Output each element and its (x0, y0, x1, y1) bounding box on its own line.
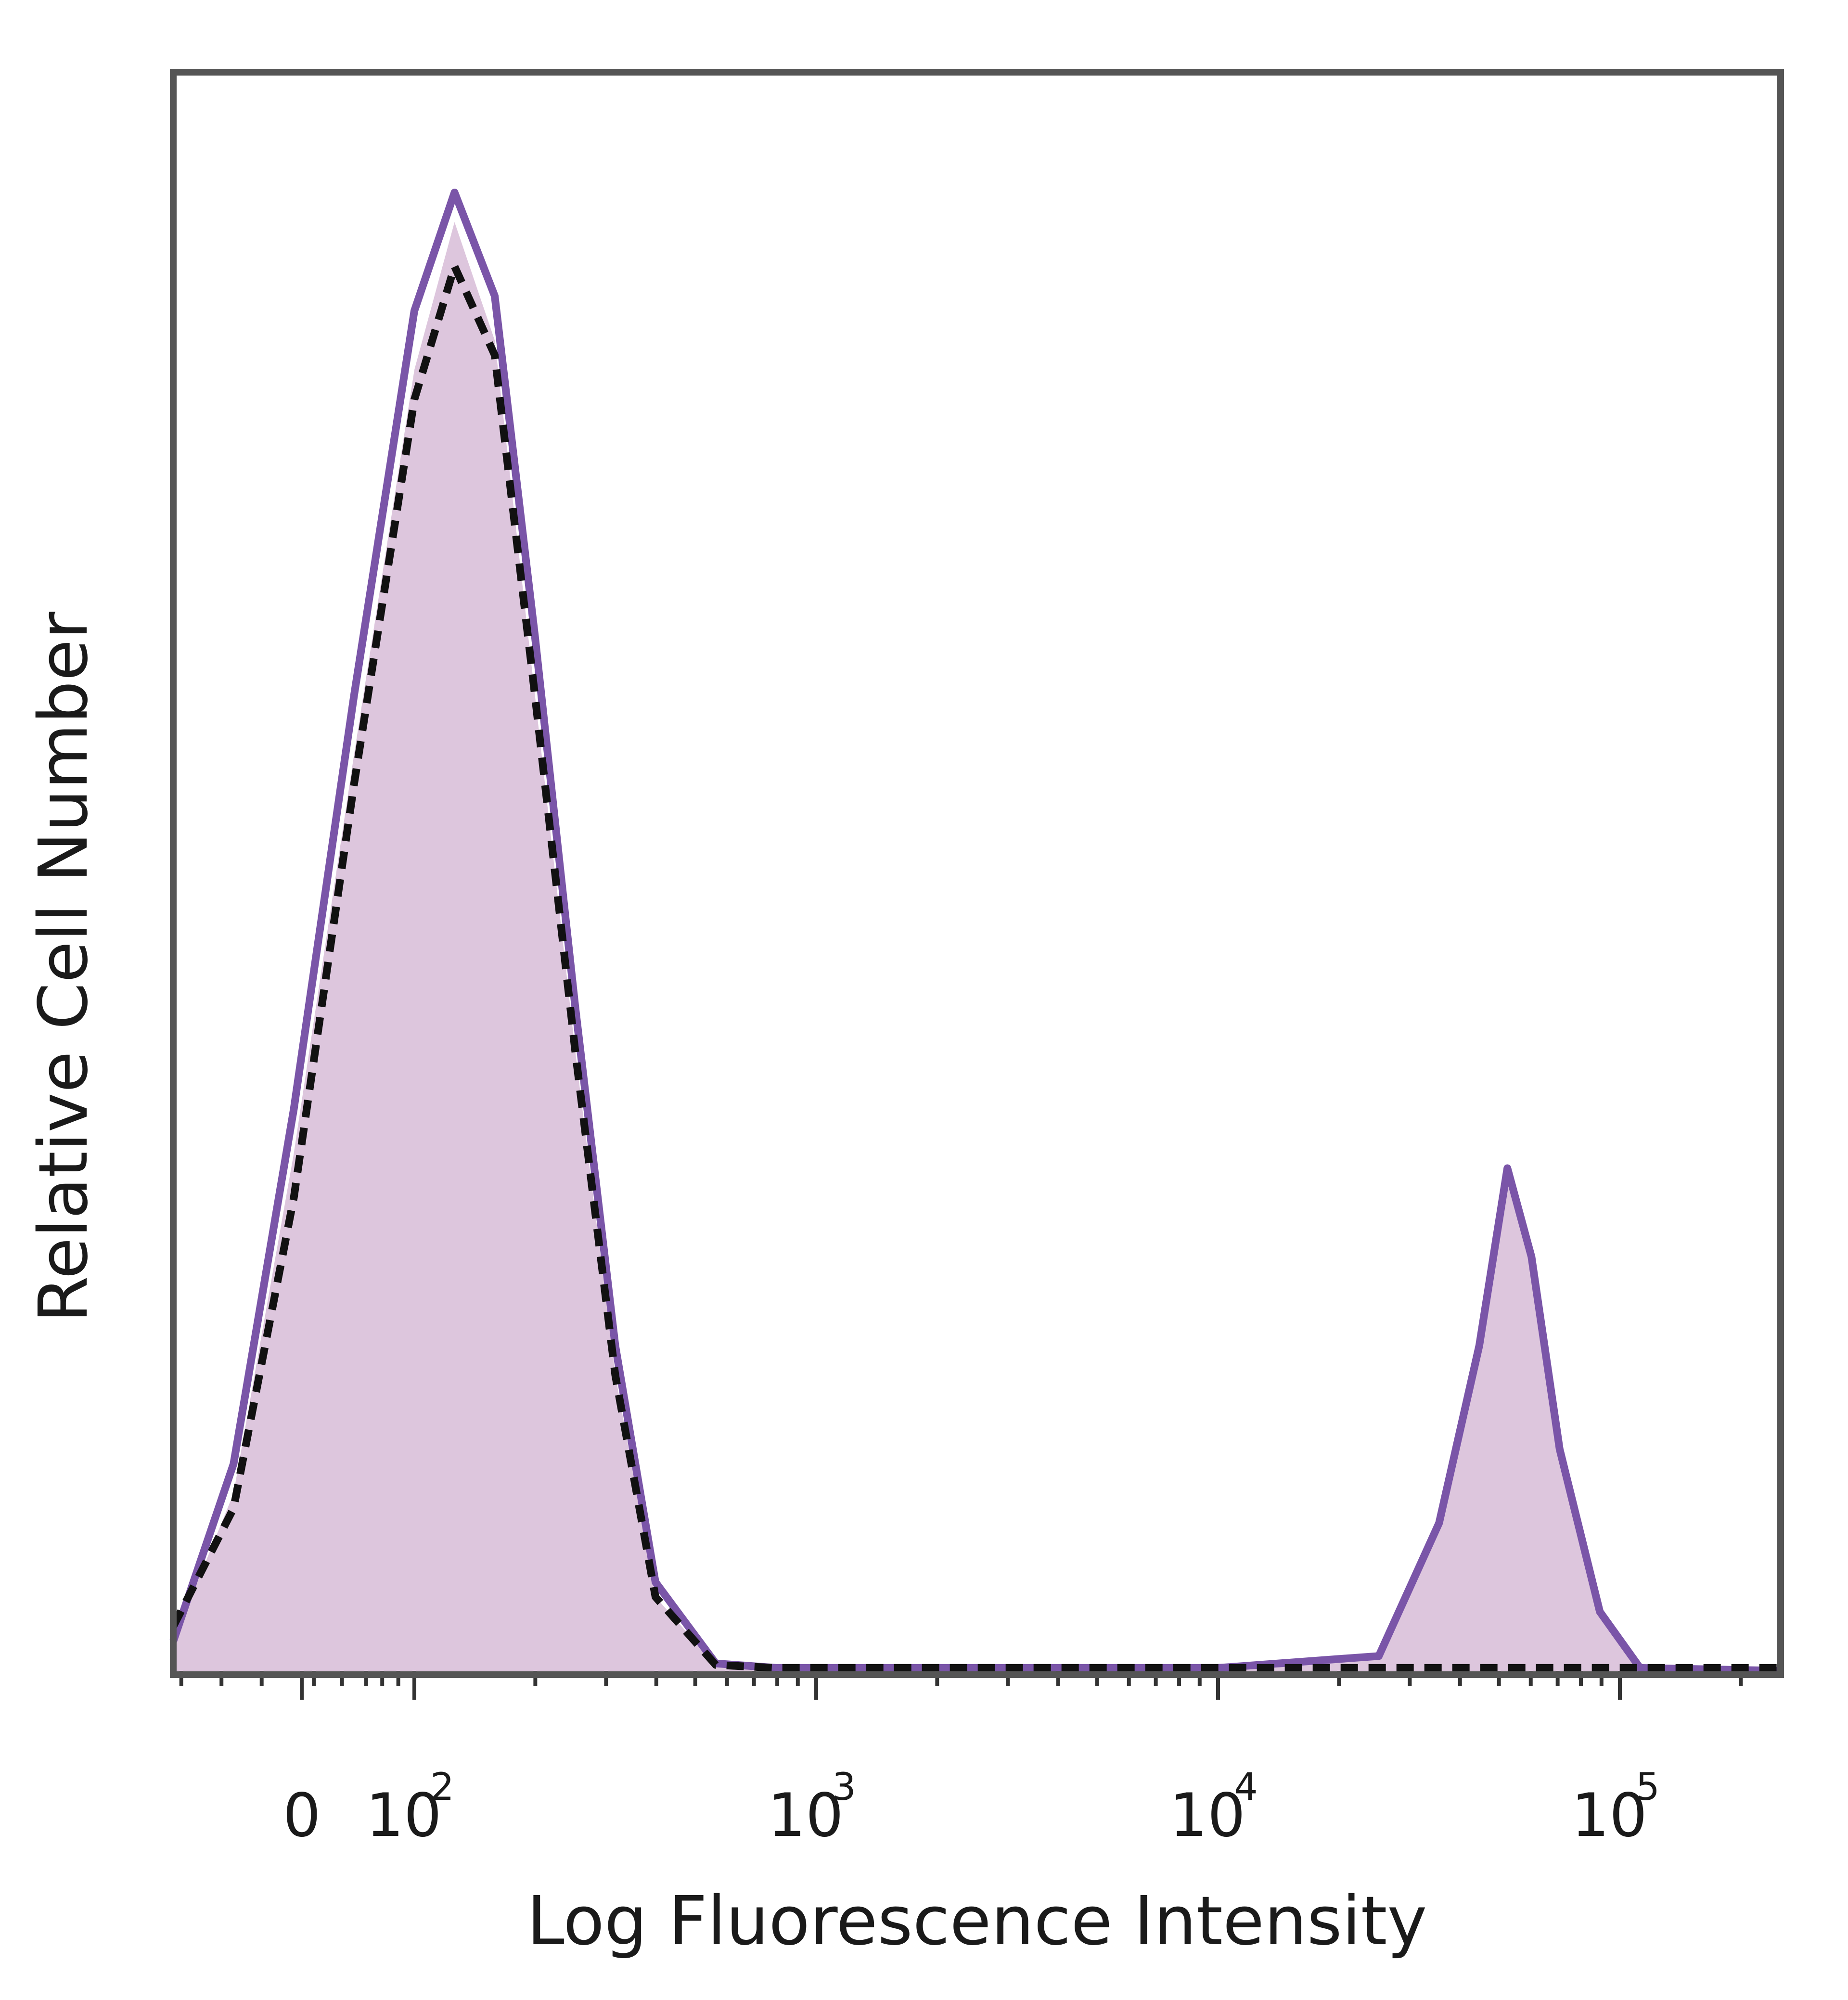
x-tick-label: 0 (283, 1781, 321, 1850)
x-tick-label: 10 (1169, 1781, 1245, 1850)
x-tick-label: 10 (768, 1781, 844, 1850)
plot-area (169, 189, 1781, 1675)
plot-frame (170, 69, 1784, 1678)
series-purple-outline (169, 189, 1781, 1675)
series-filled-histogram (173, 222, 1781, 1671)
x-tick-label: 10 (1571, 1781, 1647, 1850)
x-axis-tick-labels: 0 102 103 104 105 (283, 1766, 1660, 1850)
y-axis-title: Relative Cell Number (25, 612, 103, 1323)
x-tick-label-exponent: 3 (832, 1766, 856, 1809)
x-tick-label: 10 (366, 1781, 442, 1850)
series-dashed-control (169, 262, 1781, 1672)
x-tick-label-exponent: 2 (430, 1766, 454, 1809)
x-tick-label-exponent: 5 (1636, 1766, 1660, 1809)
x-axis-title: Log Fluorescence Intensity (527, 1882, 1427, 1961)
x-tick-label-exponent: 4 (1234, 1766, 1258, 1809)
